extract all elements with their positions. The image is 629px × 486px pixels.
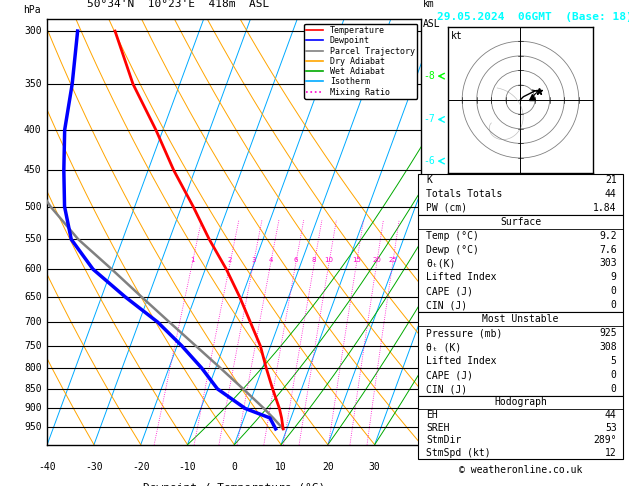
Text: Dewpoint / Temperature (°C): Dewpoint / Temperature (°C) bbox=[143, 483, 325, 486]
Text: -6: -6 bbox=[423, 156, 435, 166]
Text: CIN (J): CIN (J) bbox=[426, 300, 467, 310]
Text: 10: 10 bbox=[325, 258, 333, 263]
Text: EH: EH bbox=[426, 410, 438, 420]
Text: ASL: ASL bbox=[423, 19, 441, 30]
Text: -5: -5 bbox=[423, 200, 435, 210]
Text: 5: 5 bbox=[611, 356, 616, 366]
Text: 600: 600 bbox=[24, 264, 42, 274]
Text: 700: 700 bbox=[24, 317, 42, 327]
Text: 650: 650 bbox=[24, 292, 42, 302]
Text: Lifted Index: Lifted Index bbox=[426, 356, 497, 366]
Text: -2: -2 bbox=[423, 364, 435, 374]
Text: θₜ (K): θₜ (K) bbox=[426, 342, 462, 352]
Text: 0: 0 bbox=[611, 300, 616, 310]
Text: LCL: LCL bbox=[423, 423, 438, 432]
Text: 800: 800 bbox=[24, 363, 42, 373]
Text: StmDir: StmDir bbox=[426, 435, 462, 445]
Text: 300: 300 bbox=[24, 26, 42, 36]
Text: Temp (°C): Temp (°C) bbox=[426, 231, 479, 241]
Text: PW (cm): PW (cm) bbox=[426, 203, 467, 213]
Text: 25: 25 bbox=[388, 258, 397, 263]
Text: 0: 0 bbox=[231, 462, 237, 472]
Text: 44: 44 bbox=[605, 189, 616, 199]
Text: 21: 21 bbox=[605, 175, 616, 185]
Text: 9: 9 bbox=[611, 272, 616, 282]
Text: -7: -7 bbox=[423, 114, 435, 124]
Text: 44: 44 bbox=[605, 410, 616, 420]
Text: 50°34'N  10°23'E  418m  ASL: 50°34'N 10°23'E 418m ASL bbox=[87, 0, 269, 9]
Text: Mixing Ratio (g/kg): Mixing Ratio (g/kg) bbox=[469, 176, 479, 288]
Text: 750: 750 bbox=[24, 341, 42, 351]
Text: Pressure (mb): Pressure (mb) bbox=[426, 328, 503, 338]
Text: CAPE (J): CAPE (J) bbox=[426, 370, 474, 380]
Text: Totals Totals: Totals Totals bbox=[426, 189, 503, 199]
Text: 20: 20 bbox=[372, 258, 381, 263]
Text: θₜ(K): θₜ(K) bbox=[426, 259, 456, 268]
Text: km: km bbox=[423, 0, 435, 9]
Text: 0: 0 bbox=[611, 384, 616, 394]
Text: -8: -8 bbox=[423, 71, 435, 81]
Text: 7.6: 7.6 bbox=[599, 244, 616, 255]
Text: 303: 303 bbox=[599, 259, 616, 268]
Text: 450: 450 bbox=[24, 165, 42, 175]
Text: 2: 2 bbox=[228, 258, 232, 263]
Text: 850: 850 bbox=[24, 384, 42, 394]
Text: hPa: hPa bbox=[23, 5, 40, 15]
Text: -4: -4 bbox=[423, 250, 435, 260]
Text: 900: 900 bbox=[24, 403, 42, 414]
Text: 400: 400 bbox=[24, 125, 42, 135]
Text: 925: 925 bbox=[599, 328, 616, 338]
Text: CIN (J): CIN (J) bbox=[426, 384, 467, 394]
Text: 8: 8 bbox=[312, 258, 316, 263]
Text: 4: 4 bbox=[269, 258, 273, 263]
Text: 10: 10 bbox=[276, 462, 287, 472]
Text: 0: 0 bbox=[611, 370, 616, 380]
Text: 308: 308 bbox=[599, 342, 616, 352]
Text: © weatheronline.co.uk: © weatheronline.co.uk bbox=[459, 465, 582, 475]
Text: 950: 950 bbox=[24, 422, 42, 432]
Text: SREH: SREH bbox=[426, 423, 450, 433]
Text: -3: -3 bbox=[423, 295, 435, 305]
Text: 350: 350 bbox=[24, 79, 42, 89]
Text: 1.84: 1.84 bbox=[593, 203, 616, 213]
Text: 0: 0 bbox=[611, 286, 616, 296]
Text: 550: 550 bbox=[24, 234, 42, 244]
Legend: Temperature, Dewpoint, Parcel Trajectory, Dry Adiabat, Wet Adiabat, Isotherm, Mi: Temperature, Dewpoint, Parcel Trajectory… bbox=[304, 24, 417, 99]
Text: Lifted Index: Lifted Index bbox=[426, 272, 497, 282]
Text: 12: 12 bbox=[605, 448, 616, 458]
Text: 9.2: 9.2 bbox=[599, 231, 616, 241]
Text: Most Unstable: Most Unstable bbox=[482, 314, 559, 324]
Text: 500: 500 bbox=[24, 202, 42, 211]
Text: K: K bbox=[426, 175, 432, 185]
Text: 30: 30 bbox=[369, 462, 381, 472]
Text: -40: -40 bbox=[38, 462, 56, 472]
Text: 29.05.2024  06GMT  (Base: 18): 29.05.2024 06GMT (Base: 18) bbox=[437, 12, 629, 22]
Text: 289°: 289° bbox=[593, 435, 616, 445]
Text: Hodograph: Hodograph bbox=[494, 398, 547, 407]
Text: -20: -20 bbox=[132, 462, 150, 472]
Text: 6: 6 bbox=[294, 258, 298, 263]
Text: CAPE (J): CAPE (J) bbox=[426, 286, 474, 296]
Text: 20: 20 bbox=[322, 462, 334, 472]
Text: kt: kt bbox=[450, 31, 462, 41]
Text: -10: -10 bbox=[179, 462, 196, 472]
Text: Dewp (°C): Dewp (°C) bbox=[426, 244, 479, 255]
Text: -30: -30 bbox=[85, 462, 103, 472]
Text: 53: 53 bbox=[605, 423, 616, 433]
Text: -1: -1 bbox=[423, 411, 435, 421]
Text: 15: 15 bbox=[352, 258, 361, 263]
Text: 1: 1 bbox=[190, 258, 194, 263]
Text: Surface: Surface bbox=[500, 217, 541, 227]
Text: StmSpd (kt): StmSpd (kt) bbox=[426, 448, 491, 458]
Text: 3: 3 bbox=[251, 258, 255, 263]
